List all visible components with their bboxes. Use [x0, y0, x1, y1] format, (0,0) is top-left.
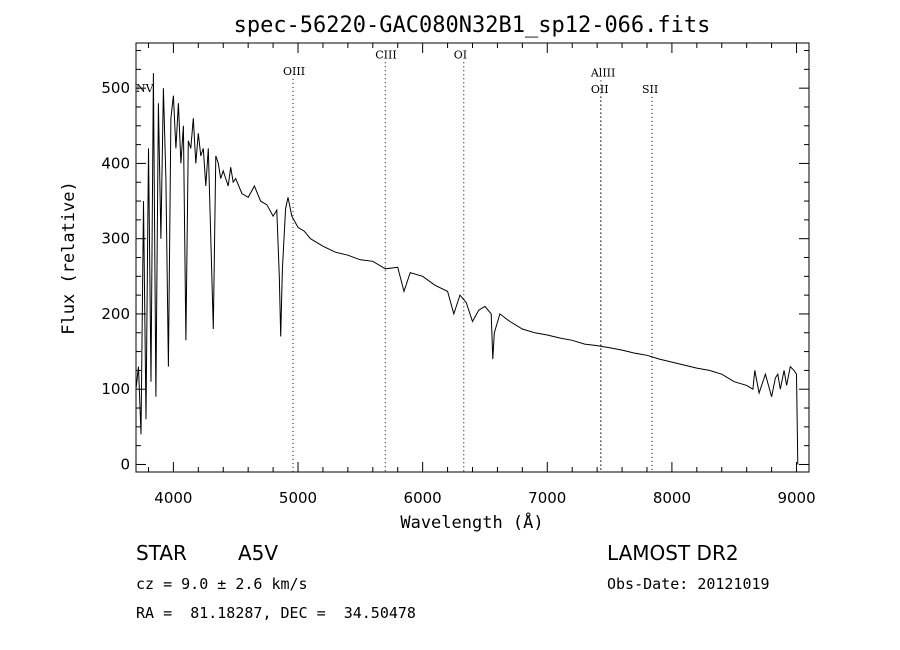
y-tick-label: 200	[101, 305, 130, 323]
cz-error: 2.6	[235, 575, 263, 593]
redshift-line: cz = 9.0 ± 2.6 km/s	[136, 575, 308, 593]
ra-label: RA =	[136, 604, 173, 622]
y-tick-label: 300	[101, 230, 130, 248]
spectrum-line	[135, 73, 799, 465]
x-axis-label: Wavelength (Å)	[400, 511, 543, 533]
line-label-oiii: OIII	[283, 65, 305, 78]
observation-date-line: Obs-Date: 20121019	[607, 575, 770, 593]
y-axis-label: Flux (relative)	[59, 181, 79, 335]
survey-name: LAMOST DR2	[607, 541, 739, 565]
ra-value: 81.18287	[190, 604, 263, 622]
x-axis: 4000 5000 6000 7000 8000 9000	[147, 43, 816, 507]
plus-minus-symbol: ±	[217, 575, 227, 593]
line-label-oii: OII	[591, 83, 609, 96]
y-tick-label: 400	[101, 154, 130, 172]
x-tick-label: 8000	[653, 489, 691, 507]
cz-unit: km/s	[271, 575, 308, 593]
plot-frame	[135, 42, 810, 473]
y-tick-label: 100	[101, 380, 130, 398]
line-label-sii: SII	[642, 83, 658, 96]
line-label-aliii: AlIII	[590, 66, 616, 79]
spectrum-chart: spec-56220-GAC080N32B1_sp12-066.fits NVO…	[59, 13, 816, 533]
obs-date-label: Obs-Date:	[607, 575, 689, 593]
dec-label: DEC =	[280, 604, 326, 622]
line-label-oi: OI	[454, 48, 467, 61]
obs-date-value: 20121019	[697, 575, 770, 593]
cz-value: 9.0	[181, 575, 209, 593]
x-tick-label: 7000	[528, 489, 566, 507]
cz-label: cz =	[136, 575, 182, 593]
object-type: STAR	[136, 541, 187, 565]
y-tick-label: 0	[120, 455, 130, 473]
x-tick-label: 5000	[279, 489, 317, 507]
x-tick-label: 9000	[777, 489, 815, 507]
dec-value: 34.50478	[343, 604, 416, 622]
chart-title: spec-56220-GAC080N32B1_sp12-066.fits	[234, 13, 711, 38]
spectral-subclass: A5V	[238, 541, 279, 565]
x-tick-label: 4000	[154, 489, 192, 507]
y-axis: 0 100 200 300 400 500	[101, 50, 809, 473]
coordinates-line: RA = 81.18287, DEC = 34.50478	[136, 604, 416, 622]
x-tick-label: 6000	[404, 489, 442, 507]
line-label-ciii: CIII	[375, 48, 396, 61]
y-tick-label: 500	[101, 79, 130, 97]
